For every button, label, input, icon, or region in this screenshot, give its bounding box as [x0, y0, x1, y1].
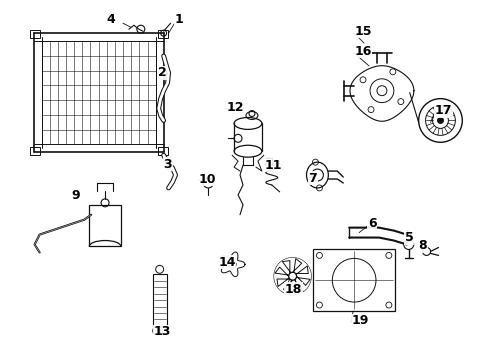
Text: 18: 18: [285, 283, 302, 296]
Bar: [30, 30, 40, 38]
Text: 11: 11: [265, 159, 282, 172]
Text: 8: 8: [418, 239, 427, 252]
Text: 1: 1: [174, 13, 183, 26]
Bar: [153, 274, 167, 326]
Text: 13: 13: [154, 325, 172, 338]
Bar: [158, 147, 168, 155]
Text: 7: 7: [309, 171, 317, 185]
Text: 2: 2: [158, 66, 167, 79]
Circle shape: [438, 117, 443, 123]
Text: 6: 6: [368, 217, 377, 230]
Text: 10: 10: [198, 172, 216, 185]
Text: 16: 16: [354, 45, 371, 58]
Bar: [30, 147, 40, 155]
Text: 15: 15: [354, 24, 371, 38]
Text: 19: 19: [351, 314, 368, 327]
Text: 3: 3: [164, 158, 172, 171]
Text: 9: 9: [72, 189, 80, 202]
Text: 5: 5: [405, 231, 414, 244]
Text: 17: 17: [435, 104, 452, 117]
Bar: [314, 249, 395, 311]
Bar: [158, 30, 168, 38]
Text: 12: 12: [226, 101, 244, 114]
Text: 14: 14: [218, 256, 236, 269]
Text: 4: 4: [106, 13, 115, 26]
Bar: [89, 205, 121, 247]
